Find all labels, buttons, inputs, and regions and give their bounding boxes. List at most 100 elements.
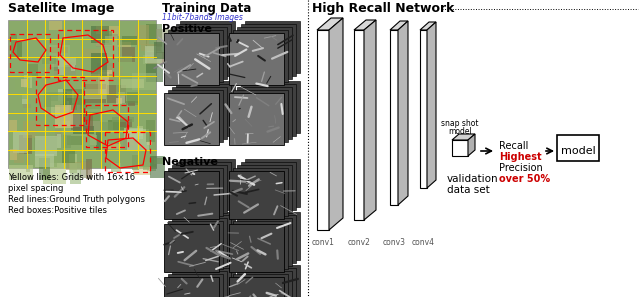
Bar	[156, 29, 172, 53]
Text: Highest: Highest	[499, 152, 541, 162]
Bar	[58, 89, 66, 101]
Bar	[146, 120, 156, 142]
Bar	[127, 92, 138, 103]
Bar	[82, 121, 102, 132]
Bar	[34, 137, 56, 150]
Polygon shape	[354, 30, 364, 220]
Bar	[100, 31, 112, 45]
Bar	[61, 150, 75, 163]
Bar	[132, 155, 140, 170]
Bar	[154, 158, 163, 164]
Bar	[10, 148, 17, 160]
Bar	[70, 114, 93, 129]
Bar	[168, 221, 223, 269]
Bar	[21, 78, 27, 87]
Text: model: model	[561, 146, 595, 156]
Bar	[168, 90, 223, 142]
Bar	[49, 45, 70, 67]
Bar	[116, 75, 127, 97]
Bar	[27, 64, 38, 77]
Bar	[150, 156, 165, 178]
Bar	[168, 274, 223, 297]
Bar	[233, 274, 288, 297]
Bar	[63, 121, 70, 127]
Text: snap shot: snap shot	[441, 119, 479, 128]
Bar	[164, 93, 219, 145]
Bar	[147, 141, 152, 146]
Bar	[557, 135, 599, 161]
Bar	[233, 168, 288, 216]
Bar	[11, 34, 17, 58]
Bar	[24, 75, 33, 88]
Bar	[241, 84, 296, 136]
Bar	[74, 127, 94, 134]
Bar	[176, 84, 231, 136]
Bar	[10, 120, 17, 131]
Bar	[147, 51, 167, 64]
Bar	[129, 132, 134, 145]
Bar	[237, 165, 292, 213]
Bar	[78, 90, 101, 109]
Text: Red boxes:Positive tiles: Red boxes:Positive tiles	[8, 206, 107, 215]
Bar	[60, 104, 80, 127]
Bar	[107, 85, 126, 103]
Polygon shape	[420, 22, 436, 30]
Bar	[112, 117, 134, 122]
Bar	[51, 101, 69, 115]
Bar	[245, 212, 300, 260]
Bar	[54, 62, 76, 75]
Bar	[241, 215, 296, 263]
Bar	[86, 74, 100, 98]
Text: Recall: Recall	[499, 141, 529, 151]
Bar	[84, 84, 106, 103]
Polygon shape	[364, 20, 376, 220]
Text: Satellite Image: Satellite Image	[8, 2, 115, 15]
Bar	[180, 159, 235, 207]
Bar	[35, 154, 54, 167]
Bar	[233, 90, 288, 142]
Text: Red lines:Ground Truth polygons: Red lines:Ground Truth polygons	[8, 195, 145, 204]
Bar	[15, 78, 30, 99]
Bar	[147, 39, 156, 56]
Bar	[114, 42, 131, 47]
Bar	[86, 159, 92, 178]
Bar	[168, 168, 223, 216]
Text: pixel spacing: pixel spacing	[8, 184, 63, 193]
Bar	[66, 162, 90, 170]
Bar	[132, 73, 156, 90]
Bar	[245, 81, 300, 133]
Bar	[36, 77, 84, 125]
Bar	[82, 49, 103, 59]
Polygon shape	[329, 18, 343, 230]
Bar	[126, 101, 138, 105]
Text: Positive: Positive	[162, 24, 212, 34]
Text: 11bit-7bands Images: 11bit-7bands Images	[162, 13, 243, 22]
Polygon shape	[452, 140, 468, 156]
Bar	[245, 265, 300, 297]
Bar	[119, 119, 132, 127]
Bar	[72, 89, 85, 105]
Bar	[26, 155, 31, 172]
Bar	[143, 165, 148, 170]
Bar	[172, 271, 227, 297]
Bar	[10, 165, 33, 180]
Polygon shape	[317, 18, 343, 30]
Bar	[164, 171, 219, 219]
Bar	[241, 162, 296, 210]
Bar	[97, 72, 109, 94]
Bar	[22, 104, 31, 108]
Bar	[127, 101, 135, 106]
Bar	[229, 171, 284, 219]
Bar	[172, 27, 227, 79]
Text: High Recall Network: High Recall Network	[312, 2, 454, 15]
Bar	[229, 277, 284, 297]
Bar	[135, 25, 150, 45]
Bar	[92, 53, 107, 76]
Bar	[63, 91, 74, 111]
Bar	[229, 224, 284, 272]
Polygon shape	[427, 22, 436, 188]
Bar	[47, 47, 68, 53]
Bar	[154, 42, 168, 59]
Bar	[180, 265, 235, 297]
Bar	[54, 59, 60, 72]
